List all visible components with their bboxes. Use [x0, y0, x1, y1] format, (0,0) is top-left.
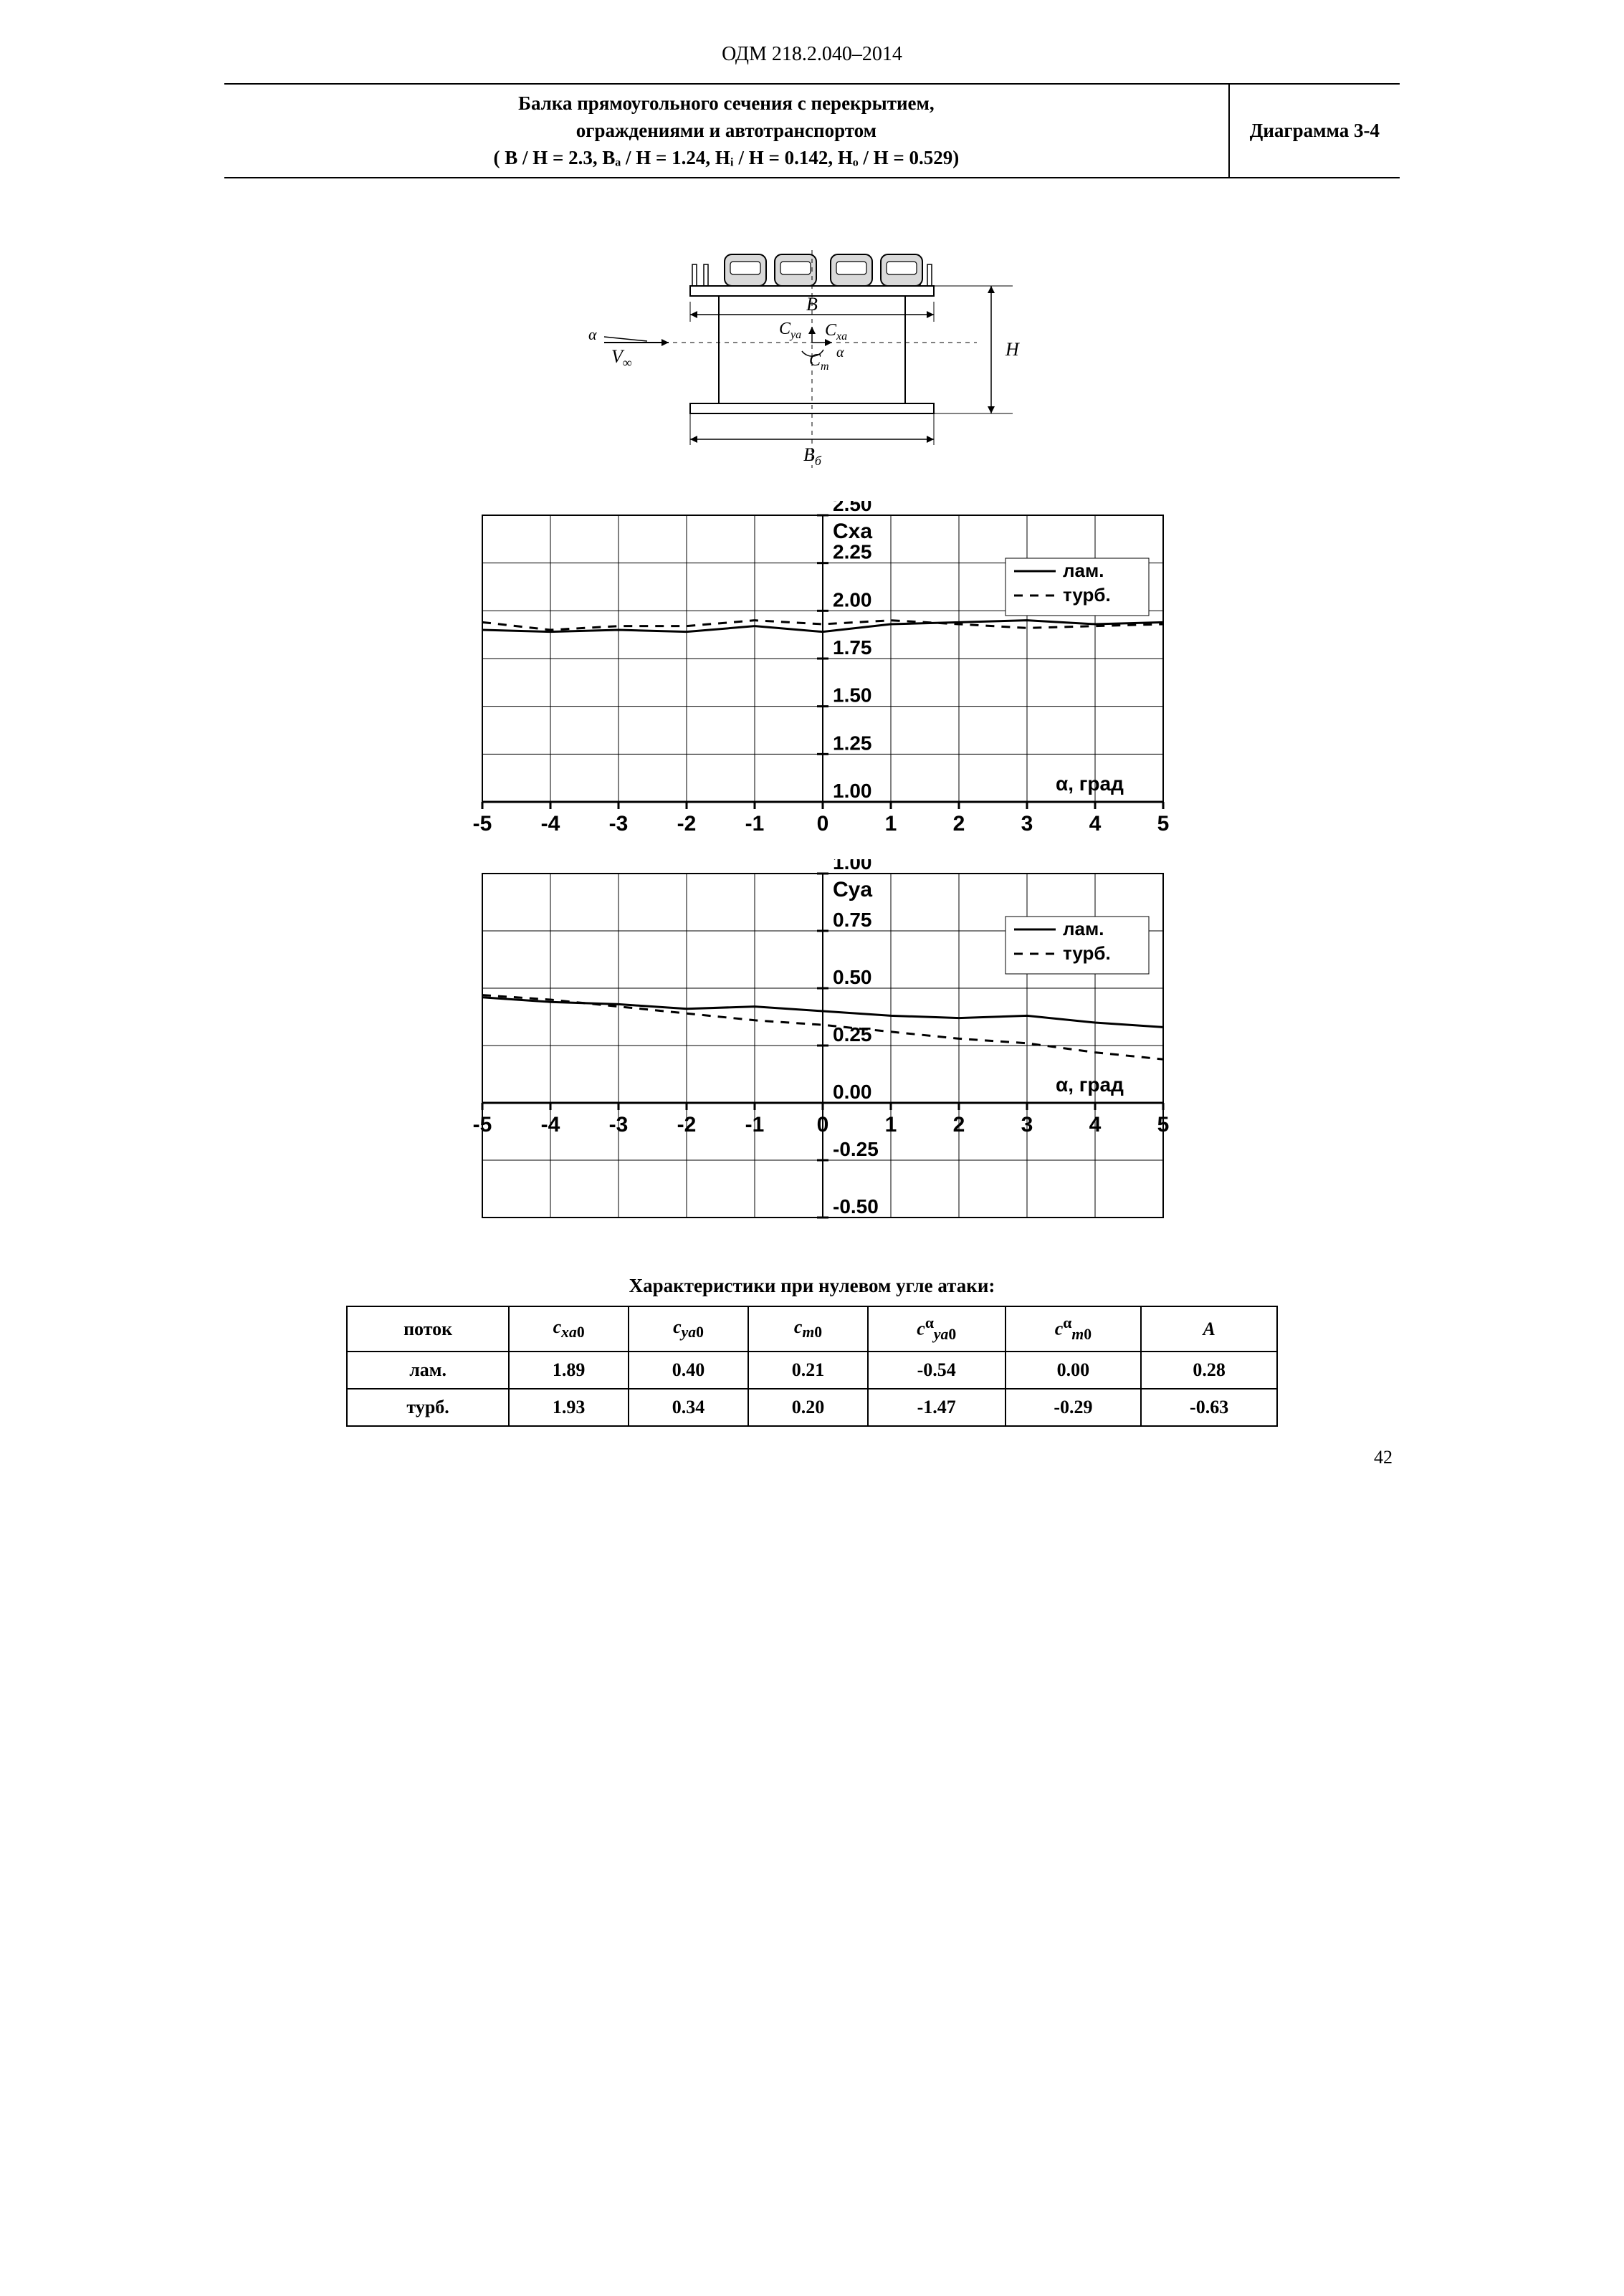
schematic: HBBбαV∞CyaCxaCmα	[224, 207, 1400, 494]
svg-text:5: 5	[1157, 1113, 1170, 1137]
th-flow: поток	[347, 1306, 509, 1352]
svg-text:-4: -4	[541, 812, 560, 836]
table-cell: 1.89	[509, 1352, 629, 1389]
header-line1: Балка прямоугольного сечения с перекрыти…	[233, 90, 1220, 118]
header-line2: ограждениями и автотранспортом	[233, 118, 1220, 145]
svg-text:-1: -1	[745, 812, 765, 836]
svg-text:2: 2	[953, 812, 965, 836]
table-cell: -0.63	[1141, 1389, 1277, 1426]
header-diagram: Диаграмма 3-4	[1228, 85, 1400, 177]
th-cxa0: cxa0	[509, 1306, 629, 1352]
svg-text:2.25: 2.25	[833, 541, 872, 563]
table-title: Характеристики при нулевом угле атаки:	[224, 1275, 1400, 1297]
th-cm0: cm0	[748, 1306, 868, 1352]
svg-text:α, град: α, град	[1056, 1073, 1124, 1096]
th-A: A	[1141, 1306, 1277, 1352]
svg-text:0.75: 0.75	[833, 909, 872, 931]
svg-text:2.00: 2.00	[833, 589, 872, 611]
svg-text:3: 3	[1021, 1113, 1033, 1137]
header-band: Балка прямоугольного сечения с перекрыти…	[224, 83, 1400, 178]
chart-cxa: -5 -4 -3 -2 -1 0 1 2 3 4 5 1.00 1.25 1.50 1.75 2.00 2.25…	[224, 501, 1400, 845]
svg-text:4: 4	[1089, 1113, 1102, 1137]
data-table: потокcxa0cya0cm0cαya0cαm0A лам.1.890.400…	[346, 1306, 1278, 1427]
svg-text:0.00: 0.00	[833, 1081, 872, 1103]
svg-text:0.50: 0.50	[833, 966, 872, 988]
table-cell: 0.28	[1141, 1352, 1277, 1389]
table-cell: 0.34	[629, 1389, 748, 1426]
svg-text:5: 5	[1157, 812, 1170, 836]
chart-cya-svg: -5 -4 -3 -2 -1 0 1 2 3 4 5 -0.50 -0.25 0.00 0.25 0.50 0.…	[439, 859, 1185, 1261]
header-main: Балка прямоугольного сечения с перекрыти…	[224, 85, 1228, 177]
svg-text:Cya: Cya	[779, 320, 801, 341]
svg-text:2.50: 2.50	[833, 501, 872, 515]
table-row: турб.1.930.340.20-1.47-0.29-0.63	[347, 1389, 1277, 1426]
svg-text:V∞: V∞	[611, 346, 632, 370]
table-cell: 0.00	[1006, 1352, 1142, 1389]
svg-text:Cya: Cya	[833, 878, 872, 901]
th-cya0a: cαya0	[868, 1306, 1006, 1352]
svg-text:2: 2	[953, 1113, 965, 1137]
svg-text:-4: -4	[541, 1113, 560, 1137]
svg-text:-3: -3	[609, 1113, 629, 1137]
schematic-svg: HBBбαV∞CyaCxaCmα	[504, 207, 1120, 494]
th-cya0: cya0	[629, 1306, 748, 1352]
svg-text:0: 0	[817, 1113, 829, 1137]
svg-text:4: 4	[1089, 812, 1102, 836]
svg-text:H: H	[1005, 339, 1020, 360]
svg-text:турб.: турб.	[1063, 584, 1111, 606]
table-cell: турб.	[347, 1389, 509, 1426]
header-params: ( B / H = 2.3, Bₐ / H = 1.24, Hᵢ / H = 0…	[233, 145, 1220, 172]
svg-text:α: α	[588, 325, 597, 343]
table-cell: -0.29	[1006, 1389, 1142, 1426]
table-cell: 0.40	[629, 1352, 748, 1389]
table-cell: лам.	[347, 1352, 509, 1389]
chart-cya: -5 -4 -3 -2 -1 0 1 2 3 4 5 -0.50 -0.25 0.00 0.25 0.50 0.…	[224, 859, 1400, 1261]
svg-text:Cxa: Cxa	[825, 321, 847, 343]
table-cell: -0.54	[868, 1352, 1006, 1389]
svg-text:1.75: 1.75	[833, 636, 872, 659]
svg-text:α: α	[836, 345, 844, 360]
svg-text:1.00: 1.00	[833, 859, 872, 874]
svg-text:лам.: лам.	[1063, 560, 1104, 581]
table-cell: 0.21	[748, 1352, 868, 1389]
svg-text:-0.25: -0.25	[833, 1138, 879, 1160]
svg-text:-1: -1	[745, 1113, 765, 1137]
page-number: 42	[224, 1447, 1400, 1468]
svg-text:турб.: турб.	[1063, 942, 1111, 964]
svg-text:-5: -5	[473, 812, 492, 836]
svg-text:1.00: 1.00	[833, 780, 872, 802]
chart-cxa-svg: -5 -4 -3 -2 -1 0 1 2 3 4 5 1.00 1.25 1.50 1.75 2.00 2.25…	[439, 501, 1185, 845]
table-cell: 0.20	[748, 1389, 868, 1426]
svg-text:лам.: лам.	[1063, 918, 1104, 939]
svg-text:Bб: Bб	[803, 444, 822, 468]
svg-text:1: 1	[885, 812, 897, 836]
svg-text:-2: -2	[677, 1113, 697, 1137]
svg-text:-5: -5	[473, 1113, 492, 1137]
svg-text:3: 3	[1021, 812, 1033, 836]
svg-text:0.25: 0.25	[833, 1023, 872, 1046]
svg-text:α, град: α, град	[1056, 772, 1124, 795]
table-cell: 1.93	[509, 1389, 629, 1426]
th-cm0a: cαm0	[1006, 1306, 1142, 1352]
doc-code: ОДМ 218.2.040–2014	[224, 43, 1400, 66]
svg-text:0: 0	[817, 812, 829, 836]
svg-text:1.50: 1.50	[833, 684, 872, 707]
svg-text:-0.50: -0.50	[833, 1195, 879, 1218]
table-row: лам.1.890.400.21-0.540.000.28	[347, 1352, 1277, 1389]
svg-text:1.25: 1.25	[833, 732, 872, 755]
svg-text:-3: -3	[609, 812, 629, 836]
table-cell: -1.47	[868, 1389, 1006, 1426]
svg-text:1: 1	[885, 1113, 897, 1137]
svg-text:Cxa: Cxa	[833, 520, 872, 543]
svg-text:-2: -2	[677, 812, 697, 836]
